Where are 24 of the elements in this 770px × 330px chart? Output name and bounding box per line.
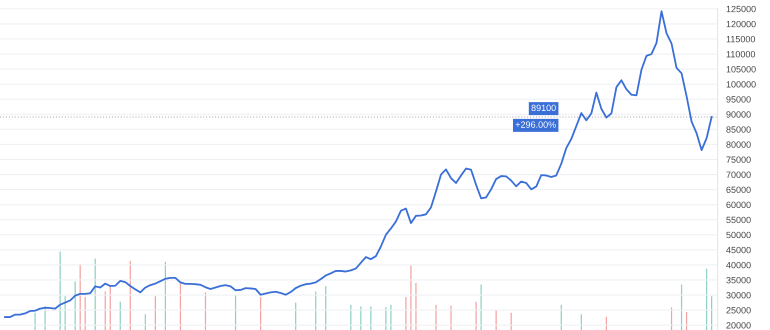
y-tick-label: 25000 [726,307,751,314]
y-tick-label: 70000 [726,172,751,178]
ref-line-label: 89100 [531,104,556,112]
y-tick-label: 100000 [726,81,756,88]
y-tick-label: 40000 [726,262,751,268]
y-tick-label: 35000 [726,276,751,284]
y-tick-label: 125000 [726,6,756,12]
y-tick-label: 45000 [726,246,751,254]
y-tick-label: 95000 [726,96,751,103]
y-tick-label: 85000 [726,126,751,133]
y-tick-label: 60000 [726,202,751,208]
y-tick-label: 120000 [726,20,756,28]
y-tick-label: 30000 [726,292,751,298]
y-tick-label: 75000 [726,156,751,163]
annotation: +296.00% [516,121,556,128]
y-tick-label: 65000 [726,186,751,193]
y-tick-label: 50000 [726,232,751,238]
y-tick-label: 90000 [726,111,751,118]
y-tick-label: 110000 [726,51,756,58]
y-tick-label: 115000 [726,36,756,42]
y-tick-label: 55000 [726,216,751,224]
y-tick-label: 105000 [726,66,756,72]
y-tick-label: 20000 [726,322,751,329]
y-tick-label: 80000 [726,141,751,148]
